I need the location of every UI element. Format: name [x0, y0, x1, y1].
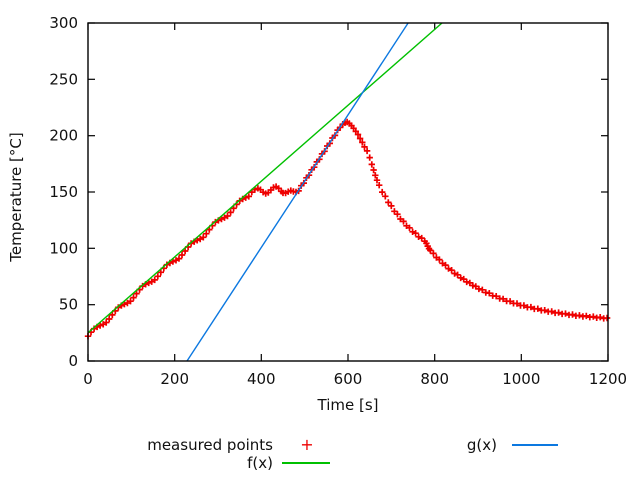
svg-text:0: 0 — [68, 352, 78, 370]
legend-line-sample-g — [512, 444, 558, 446]
svg-text:1000: 1000 — [502, 370, 540, 388]
svg-text:300: 300 — [49, 14, 78, 32]
legend-line-sample-f — [282, 462, 330, 464]
legend-plus-marker-icon: + — [300, 435, 314, 454]
svg-text:200: 200 — [160, 370, 189, 388]
svg-text:400: 400 — [247, 370, 276, 388]
svg-text:50: 50 — [59, 296, 78, 314]
svg-text:800: 800 — [420, 370, 449, 388]
svg-text:1200: 1200 — [589, 370, 627, 388]
svg-text:100: 100 — [49, 239, 78, 257]
svg-text:0: 0 — [83, 370, 93, 388]
svg-text:600: 600 — [334, 370, 363, 388]
svg-text:200: 200 — [49, 127, 78, 145]
legend-label-g: g(x) — [466, 436, 497, 454]
legend-label-f: f(x) — [247, 454, 273, 472]
x-axis-label: Time [s] — [317, 396, 379, 414]
svg-text:250: 250 — [49, 70, 78, 88]
y-axis-label: Temperature [°C] — [7, 132, 25, 262]
svg-text:150: 150 — [49, 183, 78, 201]
legend-label-measured-points: measured points — [147, 436, 273, 454]
